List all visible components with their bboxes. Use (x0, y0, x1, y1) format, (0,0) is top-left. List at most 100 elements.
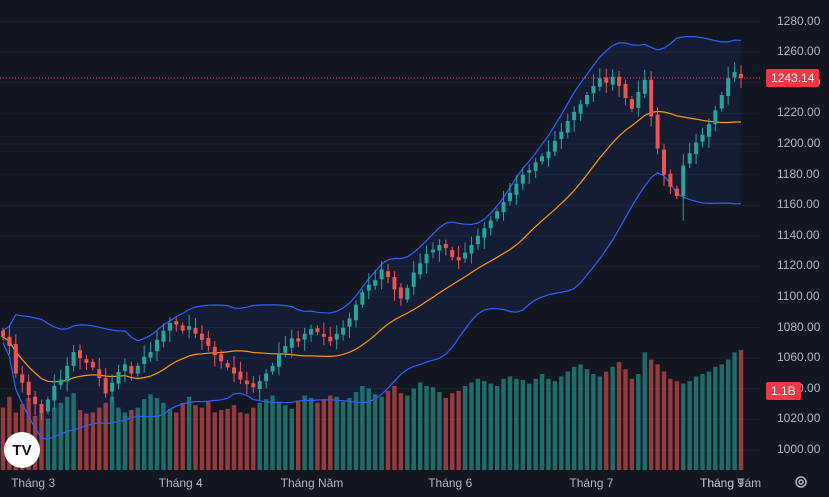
candle-body (418, 263, 423, 275)
candle-body (315, 328, 320, 333)
volume-bar (392, 386, 397, 470)
candle-body (129, 366, 134, 374)
price-tick-label: 1180.00 (777, 166, 820, 181)
candle-body (739, 73, 743, 79)
volume-bar (141, 399, 147, 470)
candle-body (617, 76, 622, 86)
candle-body (642, 79, 647, 94)
candle-body (584, 95, 589, 105)
time-tick-label: Tháng 4 (158, 476, 203, 490)
volume-bar (263, 399, 269, 470)
gear-icon[interactable] (793, 474, 809, 490)
volume-bar (289, 408, 294, 470)
candle-body (597, 78, 602, 87)
volume-bar (610, 366, 615, 470)
candle-body (430, 249, 435, 253)
candle-body (65, 365, 70, 382)
candle-body (405, 287, 410, 300)
volume-bar (462, 386, 468, 470)
price-tick-label: 1060.00 (777, 350, 821, 365)
candle-body (424, 254, 429, 264)
volume-bar (725, 359, 731, 470)
candle-body (411, 272, 416, 287)
candle-body (251, 383, 256, 388)
candle-body (270, 365, 275, 372)
volume-bar (276, 401, 282, 470)
bollinger-fill (3, 36, 741, 440)
price-tick-label: 1000.00 (777, 442, 821, 456)
volume-bar (494, 386, 500, 470)
volume-bar (328, 395, 333, 470)
volume-bar (199, 407, 205, 470)
volume-bar (539, 374, 545, 470)
candle-body (296, 338, 301, 342)
volume-bar (424, 386, 429, 470)
volume-bar (135, 407, 140, 470)
candle-body (482, 228, 487, 238)
tradingview-logo[interactable]: TV (4, 432, 40, 468)
candle-body (572, 111, 577, 121)
volume-bar (90, 412, 96, 470)
candle-body (225, 363, 230, 368)
candle-body (623, 84, 628, 99)
volume-bar (257, 402, 262, 470)
volume-bar (674, 381, 680, 470)
volume-bar (116, 407, 121, 470)
volume-bar (700, 374, 705, 470)
candle-body (456, 257, 461, 261)
bollinger-upper (2, 35, 742, 342)
candle-body (629, 99, 634, 109)
volume-bar (571, 366, 577, 470)
candle-body (469, 244, 474, 254)
candle-body (238, 371, 243, 380)
candle-body (540, 156, 545, 162)
candle-body (501, 202, 506, 213)
candle-body (655, 114, 660, 149)
candle-body (155, 339, 160, 352)
candle-body (142, 356, 147, 365)
candle-body (713, 110, 718, 125)
candle-body (559, 131, 564, 140)
volume-bar (77, 410, 83, 470)
candle-body (122, 364, 127, 372)
candle-body (84, 359, 89, 363)
moving-average (2, 110, 741, 383)
bollinger-lower (2, 172, 742, 440)
volume-bar (533, 378, 538, 470)
volume-bar (218, 410, 224, 470)
candle-body (604, 77, 609, 83)
candle-body (546, 151, 551, 159)
volume-bar (507, 376, 513, 470)
candle-body (328, 336, 333, 342)
volume-bar (238, 412, 243, 470)
candle-body (687, 153, 692, 164)
candle-body (212, 346, 217, 356)
volume-bar (122, 412, 128, 470)
volume-tag: 1.1B (766, 382, 801, 400)
candle-body (45, 399, 50, 412)
price-tick-label: 1100.00 (777, 289, 820, 303)
volume-bar (405, 395, 410, 470)
volume-bar (616, 362, 622, 470)
volume-bar (39, 413, 44, 470)
volume-bar (411, 388, 416, 470)
volume-bar (347, 398, 352, 470)
volume-bar (84, 413, 89, 470)
candle-body (103, 378, 108, 394)
volume-bar (154, 398, 160, 470)
logo-text: TV (12, 441, 32, 459)
volume-bar (206, 401, 211, 470)
volume-bar (315, 402, 320, 470)
candle-body (180, 325, 185, 331)
candle-body (219, 354, 224, 362)
volume-bar (713, 366, 718, 470)
volume-bar (71, 393, 76, 470)
time-tick-label: Tháng Năm (280, 476, 344, 490)
candle-body (257, 381, 262, 390)
volume-bar (655, 364, 660, 470)
candle-body (719, 95, 724, 109)
volume-bar (559, 376, 564, 470)
candle-body (366, 284, 371, 291)
candle-body (610, 76, 615, 85)
